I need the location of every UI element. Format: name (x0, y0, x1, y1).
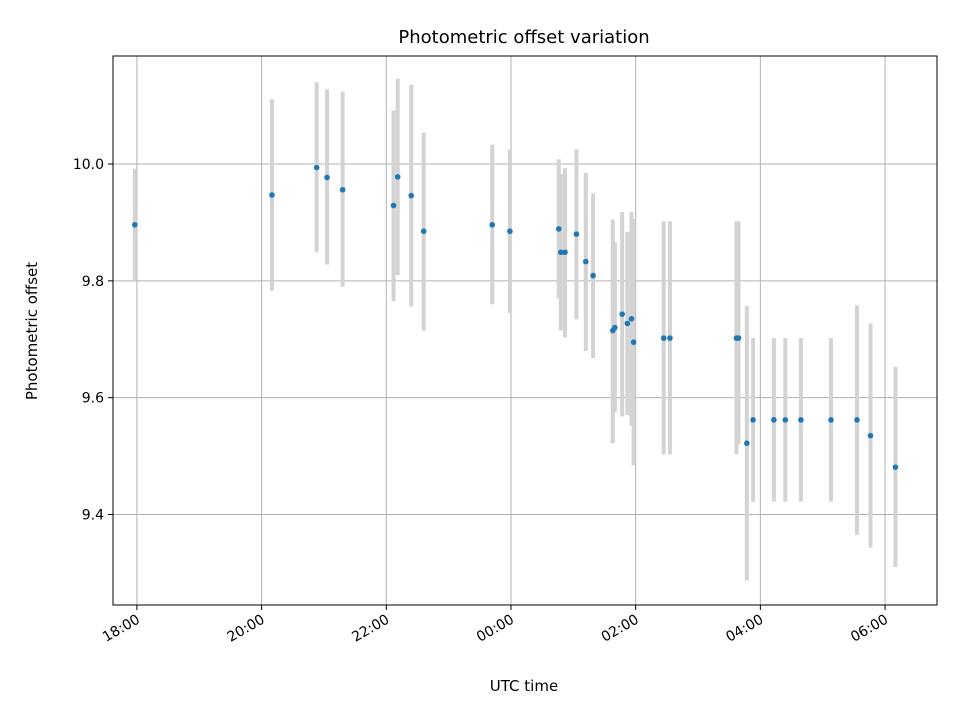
data-point (628, 316, 635, 322)
data-point (573, 231, 580, 237)
data-point (269, 192, 275, 198)
data-point (339, 186, 346, 193)
data-point (420, 228, 427, 235)
data-point (582, 258, 589, 265)
data-point (408, 192, 415, 199)
data-point (892, 464, 899, 470)
data-point (750, 417, 756, 423)
data-point (507, 228, 513, 235)
y-tick-label: 9.4 (82, 507, 104, 523)
data-point (132, 221, 138, 228)
y-tick-label: 9.6 (82, 391, 104, 407)
data-point (324, 174, 330, 181)
data-point (744, 440, 750, 447)
x-axis-label: UTC time (490, 677, 558, 695)
data-point (612, 324, 618, 331)
y-tick-label: 10.0 (73, 157, 104, 173)
data-point (771, 417, 777, 423)
data-point (667, 335, 673, 341)
data-point (489, 221, 496, 228)
data-point (782, 417, 789, 423)
plot-frame (112, 55, 938, 606)
data-point (867, 432, 874, 439)
data-points (132, 164, 899, 470)
data-point (313, 164, 320, 171)
data-point (619, 311, 625, 317)
y-axis-label: Photometric offset (23, 262, 41, 400)
data-point (562, 249, 568, 256)
data-point (798, 417, 804, 423)
data-point (555, 226, 562, 232)
data-point (854, 417, 860, 423)
data-point (394, 174, 401, 180)
chart-title: Photometric offset variation (398, 27, 649, 48)
data-point (390, 202, 397, 209)
y-tick-label: 9.8 (82, 274, 104, 290)
y-axis-ticks: 9.4 9.6 9.8 10.0 (73, 157, 113, 523)
data-point (660, 335, 667, 341)
data-point (590, 272, 596, 279)
data-point (735, 335, 742, 341)
data-point (558, 249, 564, 256)
data-point (828, 417, 834, 423)
data-point (630, 339, 637, 345)
data-point (624, 320, 631, 327)
